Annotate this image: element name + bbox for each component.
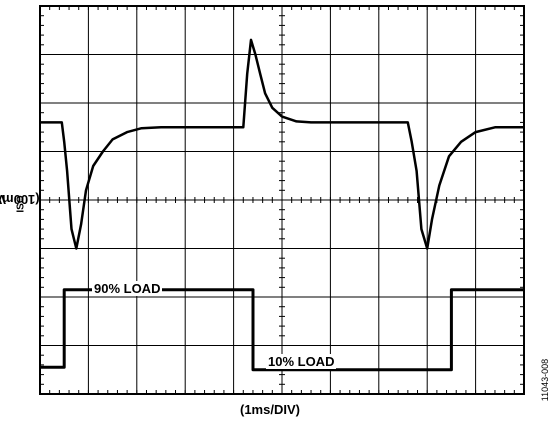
- annotation-10-load: 10% LOAD: [266, 354, 337, 369]
- y-axis-label-rest: (100mV/DIV): [0, 192, 40, 208]
- x-axis-label: (1ms/DIV): [240, 402, 300, 417]
- trace-load-step: [40, 288, 524, 372]
- figure-id-text: 11043-008: [540, 358, 550, 402]
- plot-frame: [39, 5, 525, 395]
- plot-traces: [40, 38, 524, 372]
- annotation-90-load: 90% LOAD: [92, 281, 163, 296]
- trace-output-voltage: [40, 38, 524, 250]
